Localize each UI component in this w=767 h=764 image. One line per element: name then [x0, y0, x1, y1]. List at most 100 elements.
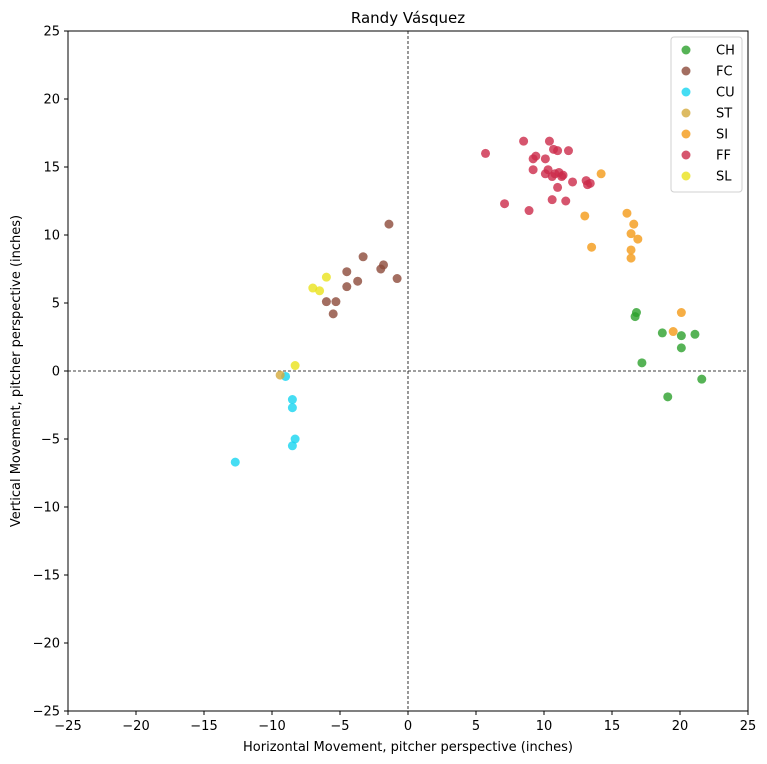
legend-label-ff: FF — [716, 149, 731, 164]
series-cu — [230, 371, 300, 467]
data-point-sl — [315, 286, 325, 296]
data-point-cu — [230, 457, 240, 467]
y-tick-label: 10 — [43, 229, 60, 244]
x-tick-label: 25 — [740, 719, 757, 734]
legend-label-sl: SL — [716, 170, 732, 185]
data-point-ff — [481, 148, 491, 158]
data-point-si — [633, 234, 643, 244]
x-tick-label: 15 — [604, 719, 621, 734]
x-tick-label: −25 — [54, 719, 81, 734]
data-point-cu — [287, 395, 297, 405]
x-tick-label: 0 — [404, 719, 412, 734]
series-st — [275, 370, 285, 380]
y-axis-label: Vertical Movement, pitcher perspective (… — [9, 215, 24, 527]
data-point-ch — [676, 331, 686, 341]
legend-marker-fc — [681, 66, 691, 76]
data-point-si — [668, 327, 678, 337]
data-point-ff — [544, 136, 554, 146]
data-point-ff — [540, 169, 550, 179]
legend-label-ch: CH — [716, 44, 735, 59]
data-point-ff — [547, 172, 557, 182]
x-tick-label: 10 — [536, 719, 553, 734]
data-point-ff — [568, 177, 578, 187]
data-point-sl — [321, 272, 331, 282]
x-tick-label: −10 — [258, 719, 285, 734]
series-ch — [630, 308, 707, 402]
data-point-ch — [697, 374, 707, 384]
data-point-fc — [392, 274, 402, 284]
data-point-fc — [342, 267, 352, 277]
data-point-fc — [328, 309, 338, 319]
data-point-fc — [342, 282, 352, 292]
data-point-ch — [676, 343, 686, 353]
legend-marker-st — [681, 108, 691, 118]
y-tick-label: 5 — [52, 297, 60, 312]
legend-marker-ch — [681, 45, 691, 55]
x-axis-label: Horizontal Movement, pitcher perspective… — [243, 740, 573, 755]
data-point-fc — [384, 219, 394, 229]
data-point-ch — [690, 329, 700, 339]
x-tick-label: −20 — [122, 719, 149, 734]
data-point-cu — [290, 434, 300, 444]
legend-label-fc: FC — [716, 65, 733, 80]
data-point-ff — [540, 154, 550, 164]
data-point-sl — [308, 283, 318, 293]
data-points — [230, 136, 707, 467]
data-point-ff — [553, 182, 563, 192]
data-point-ch — [657, 328, 667, 338]
legend-marker-ff — [681, 150, 691, 160]
data-point-ff — [524, 206, 534, 216]
data-point-st — [275, 370, 285, 380]
data-point-ff — [561, 196, 571, 206]
data-point-si — [622, 208, 632, 218]
y-tick-label: −5 — [41, 433, 60, 448]
data-point-si — [626, 253, 636, 263]
data-point-fc — [331, 297, 341, 307]
chart-title: Randy Vásquez — [351, 9, 465, 27]
legend-marker-cu — [681, 87, 691, 97]
data-point-ff — [519, 136, 529, 146]
x-tick-label: −5 — [330, 719, 349, 734]
y-tick-label: −15 — [33, 569, 60, 584]
legend: CH FC CU ST SI FF SL — [670, 36, 743, 193]
legend-label-cu: CU — [716, 86, 735, 101]
data-point-si — [676, 308, 686, 318]
data-point-ff — [583, 180, 593, 190]
data-point-ch — [637, 358, 647, 368]
y-tick-label: −20 — [33, 637, 60, 652]
data-point-fc — [358, 252, 368, 262]
series-ff — [481, 136, 595, 216]
data-point-ff — [500, 199, 510, 209]
data-point-si — [596, 169, 606, 179]
data-point-si — [626, 245, 636, 255]
y-tick-label: −25 — [33, 705, 60, 720]
data-point-ff — [547, 195, 557, 205]
x-tick-label: 20 — [672, 719, 689, 734]
data-point-cu — [287, 441, 297, 451]
y-tick-label: 25 — [43, 25, 60, 40]
series-fc — [321, 219, 402, 319]
data-point-si — [587, 242, 597, 252]
data-point-si — [580, 211, 590, 221]
data-point-sl — [290, 361, 300, 371]
y-tick-label: 20 — [43, 93, 60, 108]
y-tick-label: −10 — [33, 501, 60, 516]
series-si — [580, 169, 686, 337]
x-axis-ticks: −25 −20 −15 −10 −5 0 5 10 15 20 25 — [54, 711, 756, 734]
data-point-ff — [553, 146, 563, 156]
data-point-fc — [353, 276, 363, 286]
data-point-cu — [287, 403, 297, 413]
legend-marker-si — [681, 129, 691, 139]
legend-label-si: SI — [716, 128, 728, 143]
reference-lines — [68, 31, 748, 711]
data-point-ff — [528, 165, 538, 175]
data-point-ff — [528, 154, 538, 164]
data-point-ch — [663, 392, 673, 402]
data-point-fc — [376, 264, 386, 274]
data-point-ff — [557, 172, 567, 182]
data-point-fc — [321, 297, 331, 307]
legend-marker-sl — [681, 171, 691, 181]
legend-label-st: ST — [716, 107, 732, 122]
x-tick-label: −15 — [190, 719, 217, 734]
